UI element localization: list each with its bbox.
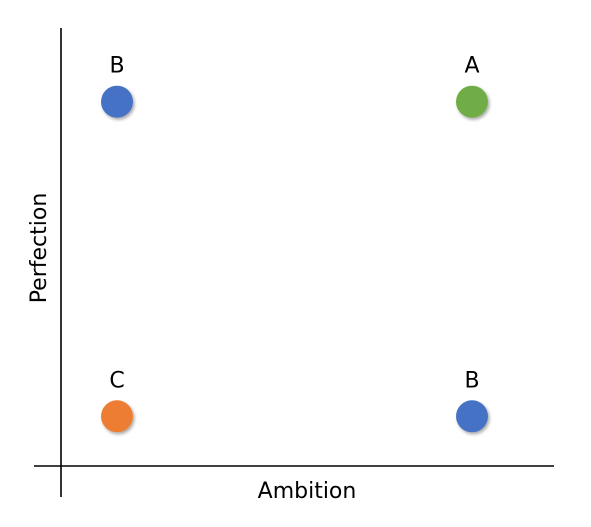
point-label-0: B (109, 54, 124, 79)
point-c-2 (101, 400, 133, 433)
points-layer: B A C B (101, 54, 488, 433)
point-label-3: B (464, 368, 479, 393)
x-axis-title: Ambition (258, 479, 357, 504)
point-label-2: C (109, 368, 124, 393)
point-label-1: A (464, 54, 479, 79)
point-b-3 (456, 400, 488, 433)
point-a-1 (456, 85, 488, 118)
point-b-0 (101, 85, 133, 118)
y-axis-title: Perfection (27, 193, 52, 304)
